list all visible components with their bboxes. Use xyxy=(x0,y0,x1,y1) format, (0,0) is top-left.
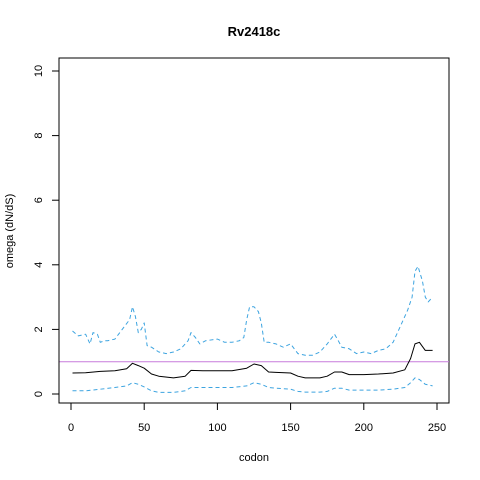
y-tick-label: 0 xyxy=(33,391,45,397)
x-tick-label: 250 xyxy=(428,422,446,434)
y-tick-label: 8 xyxy=(33,133,45,139)
x-tick-label: 200 xyxy=(355,422,373,434)
y-tick-label: 10 xyxy=(33,65,45,77)
plot-frame xyxy=(58,57,450,404)
x-tick-label: 100 xyxy=(208,422,226,434)
y-tick-label: 4 xyxy=(33,262,45,268)
x-axis: 0 50 100 150 200 250 xyxy=(68,402,446,434)
series-line-upper-bound xyxy=(72,265,433,356)
y-tick-label: 2 xyxy=(33,326,45,332)
x-axis-label: codon xyxy=(239,452,269,464)
series-line-estimate xyxy=(72,341,433,379)
x-tick-label: 50 xyxy=(138,422,150,434)
series-layer xyxy=(72,265,433,393)
y-axis: 0 2 4 6 8 10 xyxy=(33,65,60,397)
y-axis-label: omega (dN/dS) xyxy=(4,194,16,269)
y-tick-label: 6 xyxy=(33,197,45,203)
x-tick-label: 150 xyxy=(281,422,299,434)
x-tick-label: 0 xyxy=(68,422,74,434)
series-line-lower-bound xyxy=(72,377,433,393)
chart-title: Rv2418c xyxy=(228,24,281,39)
